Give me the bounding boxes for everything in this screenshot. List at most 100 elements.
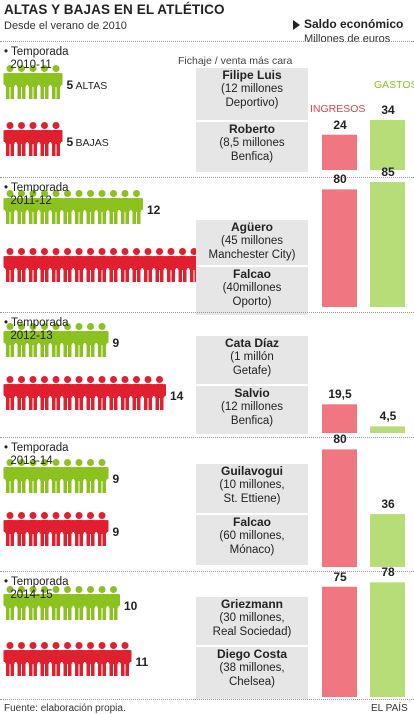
baja-person-icon <box>38 122 51 156</box>
alta-person-icon <box>26 65 40 99</box>
baja-person-icon <box>84 642 97 676</box>
bajas-count: 9 <box>112 525 120 539</box>
gastos-bar <box>370 120 405 170</box>
fichaje-box: Cata Díaz (1 millón Getafe) <box>196 336 308 384</box>
alta-group <box>3 65 63 99</box>
alta-person-icon <box>38 65 51 99</box>
alta-person-icon <box>118 190 132 224</box>
box-divider <box>196 645 308 647</box>
venta-box: Falcao (40millones Oporto) <box>196 267 308 315</box>
fichaje-name: Agüero <box>231 220 273 234</box>
altas-count: 12 <box>147 203 161 217</box>
fichaje-detail: (45 millones Manchester City) <box>208 235 296 261</box>
baja-person-icon <box>15 642 28 676</box>
baja-person-icon <box>61 248 74 282</box>
venta-detail: (12 millones Benfica) <box>221 401 283 427</box>
baja-person-icon <box>84 376 97 410</box>
baja-person-icon <box>26 512 40 546</box>
alta-person-icon <box>38 459 51 493</box>
alta-person-icon <box>61 323 74 357</box>
alta-person-icon <box>26 323 40 357</box>
alta-person-icon <box>84 459 97 493</box>
alta-person-icon <box>84 190 97 224</box>
baja-person-icon <box>61 512 74 546</box>
baja-person-icon <box>95 376 109 410</box>
venta-detail: (8,5 millones Benfica) <box>219 137 285 163</box>
baja-person-icon <box>153 376 166 410</box>
season-divider <box>0 177 414 178</box>
baja-person-icon <box>38 512 51 546</box>
chart-title: ALTAS Y BAJAS EN EL ATLÉTICO <box>4 2 225 17</box>
baja-person-icon <box>176 248 189 282</box>
baja-person-icon <box>38 376 51 410</box>
fichaje-detail: (1 millón Getafe) <box>230 351 274 377</box>
season-label: • Temporada 2014-15 <box>4 576 69 601</box>
bajas-label: BAJAS <box>75 137 109 149</box>
gastos-bar <box>370 426 405 433</box>
baja-person-icon <box>26 642 40 676</box>
bajas-count: 14 <box>170 389 184 403</box>
gastos-value: 36 <box>381 497 395 512</box>
fichaje-name: Cata Díaz <box>224 336 280 350</box>
season-label: • Temporada 2011-12 <box>4 182 69 207</box>
venta-name: Falcao <box>232 515 271 529</box>
season-divider <box>0 41 414 42</box>
alta-person-icon <box>84 323 97 357</box>
ingresos-bar <box>322 586 357 697</box>
baja-group <box>3 512 109 546</box>
alta-person-icon <box>72 323 86 357</box>
legend-ingresos: INGRESOS <box>310 103 366 115</box>
season-divider <box>0 312 414 313</box>
gastos-value: 78 <box>381 565 395 580</box>
baja-person-icon <box>72 376 86 410</box>
fichaje-name: Filipe Luis <box>222 68 282 82</box>
baja-person-icon <box>118 642 132 676</box>
alta-person-icon <box>84 586 97 620</box>
alta-person-icon <box>38 190 51 224</box>
gastos-value: 85 <box>381 165 395 180</box>
ingresos-value: 75 <box>333 569 347 584</box>
baja-person-icon <box>26 376 40 410</box>
baja-person-icon <box>3 642 17 676</box>
baja-person-icon <box>95 248 109 282</box>
season-label: • Temporada 2012-13 <box>4 317 69 342</box>
baja-person-icon <box>107 248 120 282</box>
fichaje-box: Guilavogui (10 millones, St. Ettiene) <box>196 464 308 513</box>
venta-name: Roberto <box>229 122 275 136</box>
credit: EL PAÍS <box>371 703 408 714</box>
baja-person-icon <box>3 122 17 156</box>
baja-person-icon <box>49 376 63 410</box>
alta-person-icon <box>107 190 120 224</box>
baja-person-icon <box>38 248 51 282</box>
baja-person-icon <box>38 642 51 676</box>
baja-person-icon <box>84 248 97 282</box>
baja-person-icon <box>3 512 17 546</box>
legend-gastos: GASTOS <box>374 79 414 91</box>
venta-box: Diego Costa (38 millones, Chelsea) <box>196 647 308 699</box>
alta-person-icon <box>49 65 63 99</box>
fichaje-box: Filipe Luis (12 millones Deportivo) <box>196 68 308 120</box>
ingresos-bar <box>322 189 357 307</box>
season-label: • Temporada 2013-14 <box>4 442 69 467</box>
venta-box: Roberto (8,5 millones Benfica) <box>196 122 308 172</box>
venta-box: Salvio (12 millones Benfica) <box>196 386 308 434</box>
season-divider <box>0 437 414 438</box>
ingresos-value: 24 <box>333 117 347 132</box>
altas-count: 9 <box>112 472 120 486</box>
alta-person-icon <box>15 459 28 493</box>
baja-group <box>3 642 132 676</box>
box-divider <box>196 120 308 122</box>
alta-person-icon <box>95 323 109 357</box>
baja-person-icon <box>118 376 132 410</box>
baja-person-icon <box>49 512 63 546</box>
alta-group <box>3 459 109 493</box>
baja-person-icon <box>15 512 28 546</box>
baja-person-icon <box>72 512 86 546</box>
ingresos-bar <box>322 449 357 567</box>
baja-person-icon <box>49 642 63 676</box>
ingresos-value: 19,5 <box>328 387 352 402</box>
baja-person-icon <box>107 376 120 410</box>
alta-person-icon <box>26 586 40 620</box>
gastos-bar <box>370 182 405 307</box>
